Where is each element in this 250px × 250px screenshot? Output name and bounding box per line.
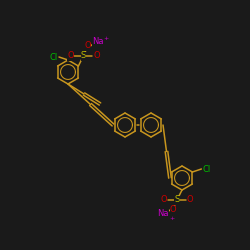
Text: O: O: [67, 52, 74, 60]
Text: Na: Na: [92, 38, 103, 46]
Text: O: O: [187, 196, 193, 204]
Text: S: S: [81, 52, 86, 60]
Text: Cl: Cl: [202, 164, 210, 173]
Text: +: +: [170, 216, 174, 220]
Text: O: O: [161, 196, 167, 204]
Text: Cl: Cl: [50, 52, 58, 62]
Text: O: O: [170, 206, 176, 214]
Text: S: S: [174, 196, 180, 204]
Text: +: +: [104, 36, 109, 41]
Text: O: O: [84, 42, 91, 50]
Text: Na: Na: [157, 210, 169, 218]
Text: O: O: [93, 52, 100, 60]
